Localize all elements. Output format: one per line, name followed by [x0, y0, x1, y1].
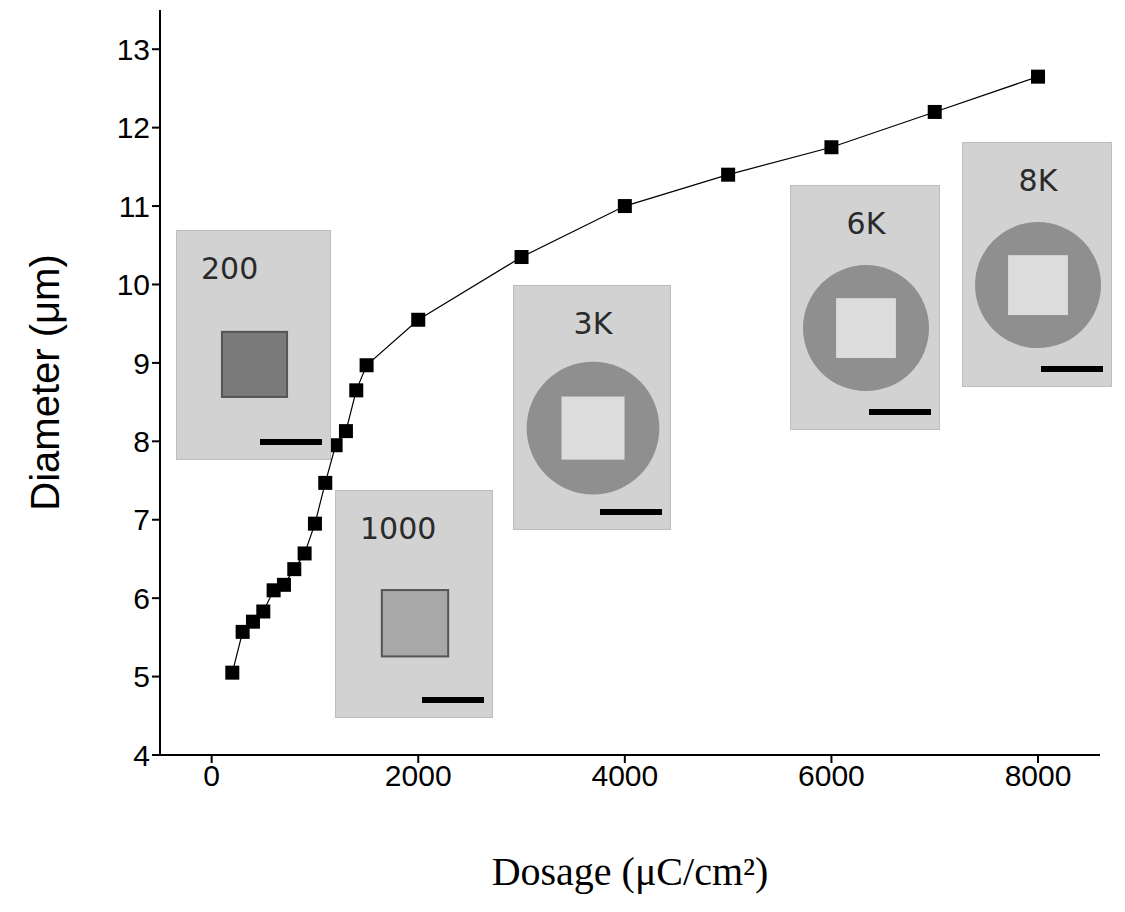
- svg-text:8K: 8K: [1019, 163, 1059, 198]
- svg-text:6K: 6K: [847, 206, 887, 241]
- svg-text:9: 9: [133, 347, 150, 380]
- svg-text:8: 8: [133, 425, 150, 458]
- svg-text:10: 10: [117, 268, 150, 301]
- svg-text:7: 7: [133, 503, 150, 536]
- svg-text:4: 4: [133, 739, 150, 772]
- svg-text:2000: 2000: [385, 759, 452, 792]
- svg-text:11: 11: [119, 190, 150, 223]
- svg-text:0: 0: [203, 759, 220, 792]
- svg-text:Dosage (μC/cm²): Dosage (μC/cm²): [492, 849, 769, 894]
- svg-text:4000: 4000: [591, 759, 658, 792]
- svg-text:12: 12: [117, 111, 150, 144]
- svg-text:200: 200: [201, 251, 258, 286]
- svg-text:1000: 1000: [360, 511, 436, 546]
- svg-text:Diameter (μm): Diameter (μm): [23, 254, 67, 510]
- svg-text:6: 6: [133, 582, 150, 615]
- svg-text:3K: 3K: [574, 306, 614, 341]
- svg-text:6000: 6000: [798, 759, 865, 792]
- svg-text:8000: 8000: [1005, 759, 1072, 792]
- svg-text:5: 5: [133, 660, 150, 693]
- svg-text:13: 13: [117, 33, 150, 66]
